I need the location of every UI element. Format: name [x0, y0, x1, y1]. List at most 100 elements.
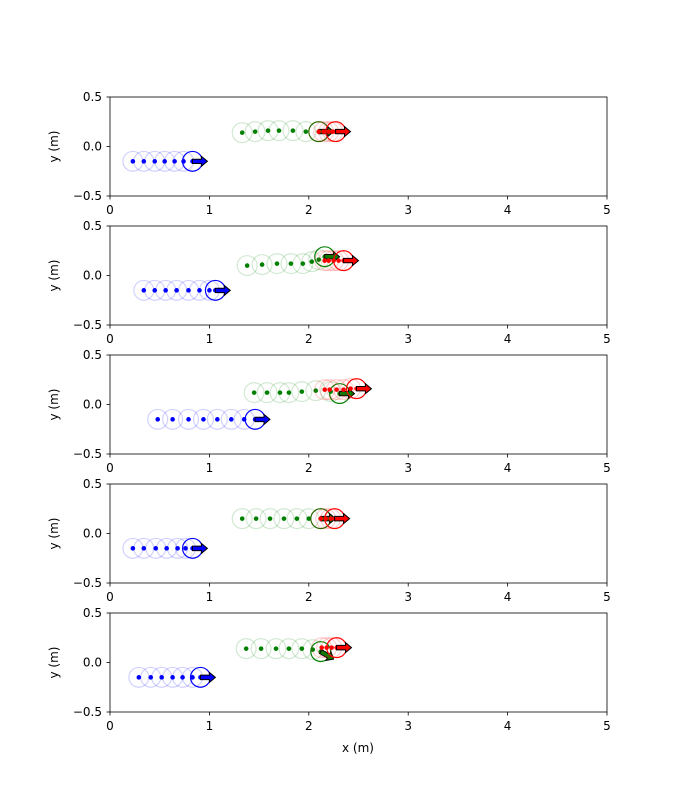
trail-circle	[282, 120, 304, 142]
heading-arrow	[192, 542, 209, 555]
trail-point	[186, 288, 191, 293]
x-tick-label: 3	[404, 203, 412, 217]
y-axis-label: y (m)	[47, 518, 61, 550]
agent-1	[133, 279, 232, 301]
trail-circle	[256, 382, 278, 404]
trail-point	[321, 129, 327, 134]
trail-circle	[231, 508, 253, 530]
trail-point	[207, 288, 212, 293]
trail-circle	[278, 638, 300, 660]
trail-point	[281, 516, 287, 521]
trail-point	[148, 675, 154, 680]
trail-point	[273, 646, 279, 651]
trail-point	[141, 546, 147, 551]
x-tick-label: 2	[305, 719, 313, 733]
trail-point	[300, 261, 306, 266]
heading-arrow	[334, 512, 351, 525]
x-tick-label: 1	[206, 590, 214, 604]
y-tick-label: 0.5	[83, 219, 102, 233]
heading-arrow	[320, 512, 337, 525]
trail-point	[170, 417, 175, 422]
trail-point	[274, 261, 280, 266]
x-tick-label: 1	[206, 203, 214, 217]
y-tick-label: 0.0	[83, 527, 102, 541]
x-tick-label: 5	[603, 461, 611, 475]
trail-point	[155, 417, 161, 422]
trail-point	[286, 390, 292, 395]
trail-point	[286, 646, 292, 651]
y-tick-label: 0.0	[83, 269, 102, 283]
trail-point	[239, 130, 245, 135]
plot-area	[122, 120, 352, 172]
trail-point	[175, 546, 180, 551]
trail-circle	[319, 379, 341, 401]
trail-circle	[147, 408, 169, 430]
x-tick-label: 5	[603, 590, 611, 604]
trail-point	[251, 390, 257, 395]
trail-point	[163, 288, 168, 293]
trail-point	[259, 262, 265, 267]
trail-point	[319, 645, 325, 650]
x-tick-label: 2	[305, 203, 313, 217]
agent-1	[128, 666, 217, 688]
trail-point	[141, 288, 147, 293]
panel-2: 0 1 2 3 4 5 −0.5 0.0 0.5 y (m)	[47, 219, 611, 346]
trail-circle	[251, 254, 273, 276]
trail-point	[327, 387, 332, 392]
trail-circle	[273, 508, 295, 530]
agent-3	[314, 250, 360, 272]
heading-arrow	[214, 284, 232, 297]
axes-frame	[109, 354, 608, 455]
y-tick-label: 0.0	[83, 656, 102, 670]
y-tick-label: 0.5	[83, 348, 102, 362]
trail-circle	[245, 508, 267, 530]
y-tick-label: 0.0	[83, 140, 102, 154]
trail-circle	[333, 379, 355, 401]
panel-4: 0 1 2 3 4 5 −0.5 0.0 0.5 y (m)	[47, 477, 611, 604]
trail-point	[306, 516, 312, 521]
trail-point	[316, 257, 322, 262]
x-tick-label: 3	[404, 590, 412, 604]
trail-point	[244, 263, 250, 268]
heading-arrow	[254, 413, 271, 426]
y-axis-label: y (m)	[47, 389, 61, 421]
x-tick-label: 0	[106, 203, 114, 217]
trail-point	[228, 417, 234, 422]
axes-frame	[109, 225, 608, 326]
trail-circle	[177, 408, 200, 430]
trail-point	[299, 389, 305, 394]
trail-point	[322, 387, 328, 392]
heading-arrow	[192, 155, 209, 168]
trail-point	[299, 646, 305, 651]
trail-circle	[259, 508, 281, 530]
y-axis-label: y (m)	[47, 131, 61, 163]
y-tick-label: 0.5	[83, 606, 102, 620]
trail-circle	[192, 408, 214, 430]
agent-1	[122, 150, 209, 172]
trail-point	[258, 646, 264, 651]
x-tick-label: 2	[305, 461, 313, 475]
trail-point	[341, 387, 346, 392]
x-tick-label: 1	[206, 461, 214, 475]
trail-circle	[206, 408, 228, 430]
trail-circle	[295, 121, 317, 143]
trail-point	[183, 546, 188, 551]
x-tick-label: 2	[305, 332, 313, 346]
trail-point	[180, 675, 185, 680]
trail-point	[215, 417, 220, 422]
heading-arrow	[200, 671, 217, 684]
panel-5: 0 1 2 3 4 5 −0.5 0.0 0.5 y (m)	[47, 606, 611, 733]
agent-1	[147, 408, 271, 430]
trail-point	[174, 288, 179, 293]
agent-3	[311, 637, 353, 659]
trail-point	[326, 129, 331, 134]
agent-2	[231, 120, 335, 144]
trail-point	[243, 646, 249, 651]
axes-frame	[109, 96, 608, 197]
x-tick-label: 4	[504, 332, 512, 346]
x-tick-label: 4	[504, 719, 512, 733]
trail-point	[322, 258, 328, 263]
trail-circle	[244, 121, 266, 143]
trail-point	[303, 129, 309, 134]
trail-point	[309, 259, 315, 264]
